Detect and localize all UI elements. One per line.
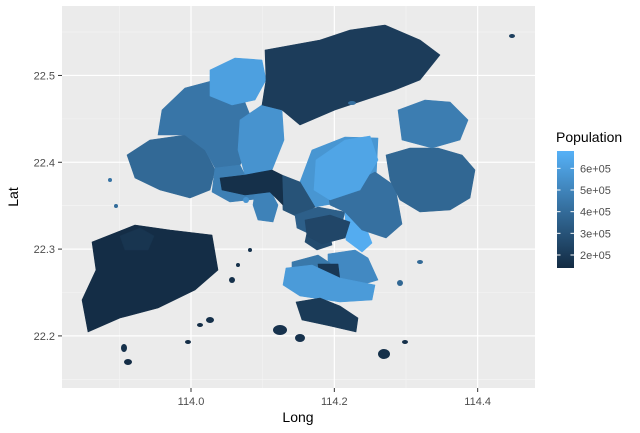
legend-title: Population xyxy=(556,129,622,145)
map-island xyxy=(197,323,203,327)
y-axis: 22.2 22.3 22.4 22.5 xyxy=(34,70,62,343)
map-island xyxy=(114,204,118,208)
map-island xyxy=(378,349,390,359)
map-island xyxy=(229,277,235,283)
legend-ticks: 2e+05 3e+05 4e+05 5e+05 6e+05 xyxy=(557,163,611,262)
x-axis: 114.0 114.2 114.4 xyxy=(178,388,491,408)
map-island xyxy=(509,34,515,38)
map-island xyxy=(417,260,423,264)
map-region xyxy=(209,57,267,106)
x-tick-label: 114.2 xyxy=(321,396,348,408)
map-region xyxy=(282,264,376,303)
legend-label: 2e+05 xyxy=(580,250,611,262)
y-tick-label: 22.4 xyxy=(34,157,55,169)
legend: Population 2e+05 3e+05 4e+05 5e+05 6e+05 xyxy=(556,129,622,268)
map-region xyxy=(295,297,359,333)
map-island xyxy=(121,344,127,352)
map-island xyxy=(248,248,252,252)
y-tick-label: 22.2 xyxy=(34,331,55,343)
map-island xyxy=(402,340,408,344)
map-region xyxy=(81,224,219,333)
map-regions xyxy=(81,24,515,365)
map-island xyxy=(397,280,403,286)
x-axis-title: Long xyxy=(282,409,313,425)
map-island xyxy=(405,57,411,63)
map-region xyxy=(313,135,379,201)
map-island xyxy=(348,101,356,105)
legend-colorbar xyxy=(557,151,574,268)
map-island xyxy=(295,334,305,342)
x-tick-label: 114.0 xyxy=(178,396,205,408)
map-region xyxy=(126,134,216,199)
map-region xyxy=(304,214,351,245)
map-region xyxy=(119,227,155,251)
map-island xyxy=(236,263,240,267)
map-region xyxy=(385,147,476,213)
map-island xyxy=(185,340,191,344)
map-region xyxy=(219,169,284,206)
map-island xyxy=(243,197,249,203)
map-region xyxy=(397,99,469,149)
map-island xyxy=(124,359,132,365)
y-axis-title: Lat xyxy=(5,187,21,207)
legend-label: 6e+05 xyxy=(580,163,611,175)
legend-label: 4e+05 xyxy=(580,207,611,219)
map-island xyxy=(206,317,214,323)
map-island xyxy=(273,325,287,335)
map-island xyxy=(108,178,112,182)
map-region xyxy=(261,24,441,126)
y-tick-label: 22.5 xyxy=(34,70,55,82)
x-tick-label: 114.4 xyxy=(464,396,491,408)
legend-label: 5e+05 xyxy=(580,185,611,197)
legend-label: 3e+05 xyxy=(580,228,611,240)
y-tick-label: 22.3 xyxy=(34,244,55,256)
